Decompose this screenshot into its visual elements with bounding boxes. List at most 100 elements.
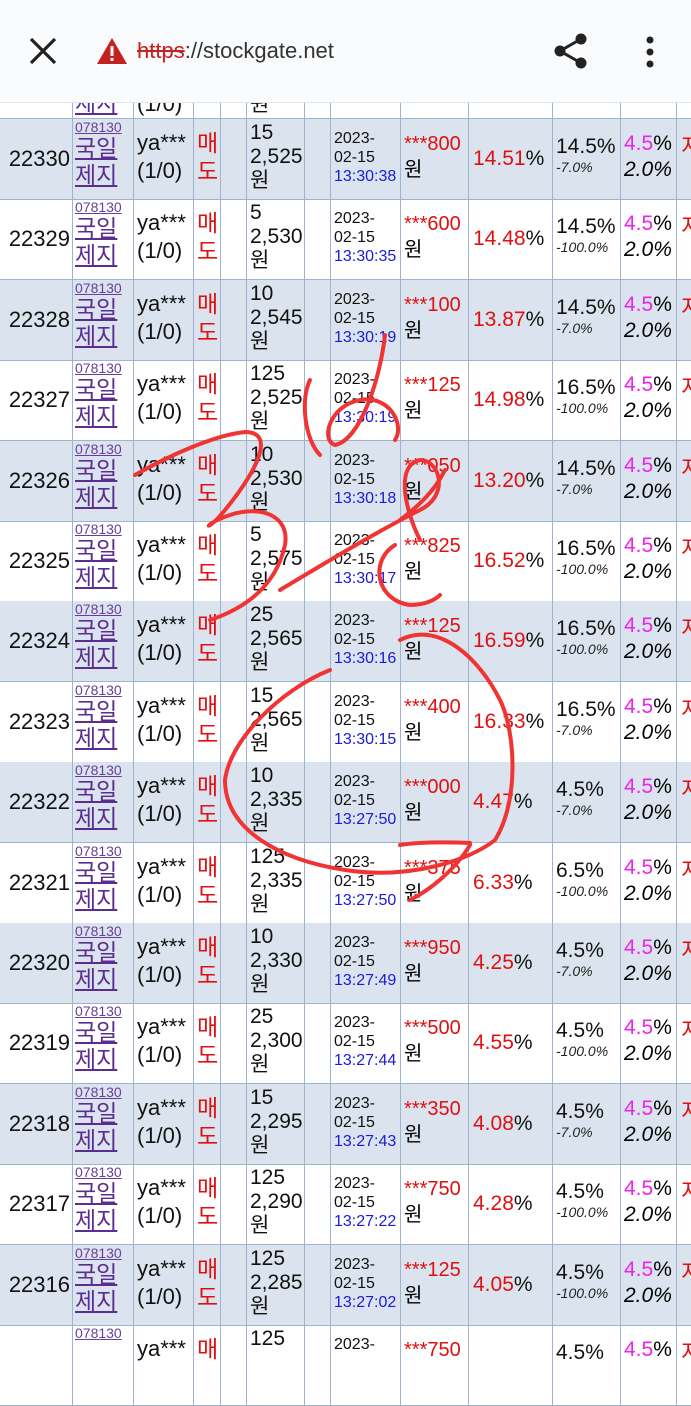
user-cell: ya*** (1/0) [134, 923, 194, 1003]
quantity: 25 [250, 1005, 274, 1029]
user-id: ya*** [137, 290, 186, 316]
stock-name-link[interactable]: 국일 [75, 135, 118, 161]
stock-code-link[interactable]: 078130 [75, 842, 122, 859]
stock-name-link[interactable]: 국일 [75, 1260, 118, 1287]
more-options-icon[interactable] [640, 36, 660, 68]
stock-name-link-2[interactable]: 제지 [75, 564, 118, 590]
stock-name-link[interactable]: 국일 [75, 215, 118, 242]
stock-name-link-2[interactable]: 제지 [75, 724, 118, 751]
stock-cell: 078130 국일 제지 [73, 360, 134, 441]
amount-cell: ***375 원 [401, 842, 469, 923]
stock-code-link[interactable]: 078130 [75, 1325, 122, 1341]
stock-name-link[interactable]: 국일 [75, 537, 118, 563]
stock-name-link-2[interactable]: 제지 [75, 403, 118, 430]
trade-id: 22325 [0, 521, 73, 601]
stock-name-link-2[interactable]: 제지 [75, 885, 118, 912]
stock-name-link-2[interactable]: 제지 [75, 1046, 118, 1073]
stock-cell: 078130 국일 제지 [73, 923, 134, 1003]
stock-name-link[interactable]: 국일 [75, 295, 118, 322]
warning-icon[interactable] [96, 37, 128, 65]
pct-sign: % [653, 132, 672, 155]
won-unit: 원 [404, 882, 423, 905]
pct-sign: % [513, 1272, 533, 1296]
stock-code-link[interactable]: 078130 [75, 1164, 122, 1181]
stock-code-link[interactable]: 078130 [75, 762, 122, 779]
stock-code-link[interactable]: 078130 [75, 1083, 122, 1100]
stock-name-link-2[interactable]: 제지 [75, 162, 118, 188]
stock-name-link[interactable]: 국일 [75, 376, 118, 403]
won-unit: 원 [250, 329, 270, 353]
pct-sign: % [653, 1338, 672, 1361]
stock-code-link[interactable]: 078130 [75, 279, 122, 296]
date-md: 02-15 [334, 309, 375, 327]
stock-name-link[interactable]: 국일 [75, 1019, 118, 1046]
stock-code-link[interactable]: 078130 [75, 440, 122, 457]
stock-name-link-2[interactable]: 제지 [75, 483, 118, 510]
qty-cell: 125 2,335 원 [247, 842, 305, 923]
side-label-2: 도 [197, 238, 219, 265]
pct-sign: % [653, 1096, 672, 1120]
stock-name-link-2[interactable]: 제지 [75, 966, 118, 992]
qty-cell: 25 2,565 원 [247, 601, 305, 682]
price: 2,565 [250, 627, 303, 651]
fee-cell: 4.5% 2.0% [621, 1244, 677, 1325]
stock-name-link-2[interactable]: 제지 [75, 1207, 118, 1234]
date-md: 02-15 [334, 149, 375, 166]
stock-name-link[interactable]: 국일 [75, 1180, 118, 1207]
stock-name-link-2[interactable]: 제지 [75, 805, 118, 832]
stock-code-link[interactable]: 078130 [75, 1003, 122, 1020]
url-bar[interactable]: https://stockgate.net [137, 38, 334, 64]
stock-code-link[interactable]: 078130 [75, 360, 122, 377]
stock-code-link[interactable]: 078130 [75, 119, 122, 135]
stock-code-link[interactable]: 078130 [75, 199, 122, 216]
fee-rate-2: 2.0% [624, 560, 672, 583]
stock-name-link[interactable]: 국일 [75, 778, 118, 805]
share-icon[interactable] [552, 32, 590, 70]
time: 13:30:38 [334, 168, 397, 185]
close-icon[interactable] [26, 34, 60, 68]
stock-name-link[interactable]: 국일 [75, 456, 118, 483]
fee-cell: 4.5% 2.0% [621, 440, 677, 521]
stock-name-link[interactable]: 국일 [75, 939, 118, 965]
stock-code-link[interactable]: 078130 [75, 521, 122, 537]
won-unit: 원 [250, 651, 270, 675]
stock-name-link-2[interactable]: 제지 [75, 1287, 118, 1314]
status-cell: 지 [677, 521, 691, 601]
stock-name-link[interactable]: 국일 [75, 617, 118, 644]
stock-name-link-2[interactable]: 제지 [75, 644, 118, 671]
stock-name-link[interactable]: 국일 [75, 697, 118, 724]
stock-code-link[interactable]: 078130 [75, 923, 122, 939]
side-label-2: 도 [197, 479, 219, 506]
quantity: 125 [250, 844, 286, 868]
user-count: (1/0) [137, 1203, 183, 1229]
table-row[interactable]: 078130 ya*** 매 125 2023- ***750 4.5% 4.5… [0, 1325, 691, 1406]
stock-name-link-2[interactable]: 제지 [75, 242, 118, 269]
stock-code-link[interactable]: 078130 [75, 601, 122, 618]
stock-name-link-2[interactable]: 제지 [75, 322, 118, 349]
stock-name-link-2[interactable]: 제지 [75, 1126, 118, 1153]
time: 13:27:50 [334, 891, 397, 909]
pct-sign: % [653, 1016, 672, 1040]
stock-name-link[interactable]: 국일 [75, 858, 118, 885]
stock-code-link[interactable]: 078130 [75, 1244, 122, 1261]
rate: 14.5% [556, 456, 616, 480]
amount: ***825 [404, 535, 461, 557]
stock-name-link[interactable]: 국일 [75, 1099, 118, 1126]
datetime-cell: 2023- 02-15 13:30:19 [331, 279, 401, 360]
stock-code-link[interactable]: 078130 [75, 681, 122, 698]
